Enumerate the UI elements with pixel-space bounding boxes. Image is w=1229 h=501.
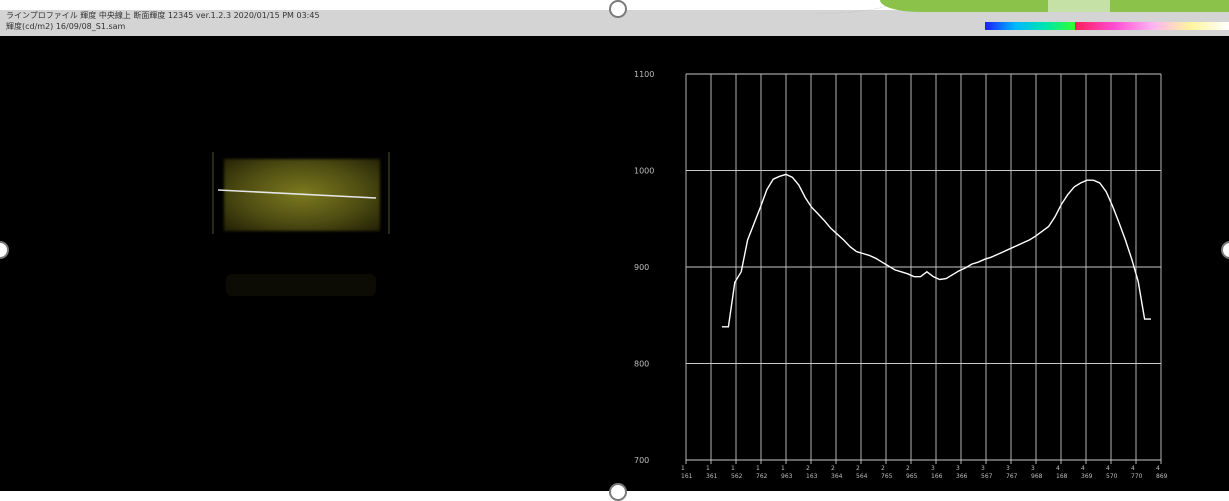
window-title: ラインプロファイル 輝度 中央線上 断面輝度 12345 ver.1.2.3 2… [6, 11, 320, 20]
slide-decoration-green-right [1110, 0, 1229, 12]
x-tick-label: 2 163 [806, 465, 818, 480]
y-tick-label: 1000 [634, 167, 654, 176]
x-tick-label: 3 166 [931, 465, 943, 480]
x-tick-label: 3 567 [981, 465, 993, 480]
x-tick-label: 1 161 [681, 465, 693, 480]
x-tick-label: 1 762 [756, 465, 768, 480]
x-tick-label: 2 364 [831, 465, 843, 480]
x-tick-label: 4 869 [1156, 465, 1168, 480]
slide-decoration-lightgreen [1048, 0, 1112, 12]
x-tick-label: 1 562 [731, 465, 743, 480]
x-tick-label: 1 963 [781, 465, 793, 480]
resize-handle-right[interactable] [1221, 241, 1229, 259]
x-tick-label: 4 369 [1081, 465, 1093, 480]
y-tick-label: 1100 [634, 70, 654, 79]
chart-grid [685, 73, 1162, 464]
x-tick-label: 3 968 [1031, 465, 1043, 480]
x-tick-label: 2 765 [881, 465, 893, 480]
measurement-line-overlay [217, 189, 377, 199]
x-tick-label: 4 770 [1131, 465, 1143, 480]
color-scale-bar-cool [985, 22, 1075, 30]
x-tick-label: 3 366 [956, 465, 968, 480]
x-tick-label: 2 564 [856, 465, 868, 480]
color-scale-bar-warm [1075, 22, 1229, 30]
y-tick-label: 900 [634, 263, 649, 272]
profile-measurement-line [217, 189, 377, 199]
x-tick-label: 3 767 [1006, 465, 1018, 480]
resize-handle-bottom[interactable] [609, 483, 627, 501]
sample-frame [212, 152, 390, 234]
line-profile-chart: 700 800 900 1000 1100 1 161 1 361 1 562 1 762 1 963 2 1… [634, 70, 1168, 480]
y-tick-label: 700 [634, 456, 649, 465]
x-tick-label: 4 570 [1106, 465, 1118, 480]
slide-decoration-green [880, 0, 1050, 12]
x-tick-label: 4 168 [1056, 465, 1068, 480]
x-tick-label: 1 361 [706, 465, 718, 480]
measurement-info: 輝度(cd/m2) 16/09/08_S1.sam [6, 22, 126, 31]
reflection-area [226, 274, 376, 296]
y-axis-ticks: 700 800 900 1000 1100 [634, 70, 654, 465]
resize-handle-top[interactable] [609, 0, 627, 18]
x-tick-label: 2 965 [906, 465, 918, 480]
y-tick-label: 800 [634, 360, 649, 369]
luminance-profile-line [722, 173, 1151, 328]
profile-chart-panel: 700 800 900 1000 1100 1 161 1 361 1 562 1 762 1 963 2 1… [620, 36, 1229, 491]
luminance-image-view[interactable] [0, 36, 620, 491]
x-axis-ticks: 1 161 1 361 1 562 1 762 1 963 2 163 2 364 2 564 2 765 2 965… [681, 465, 1168, 480]
